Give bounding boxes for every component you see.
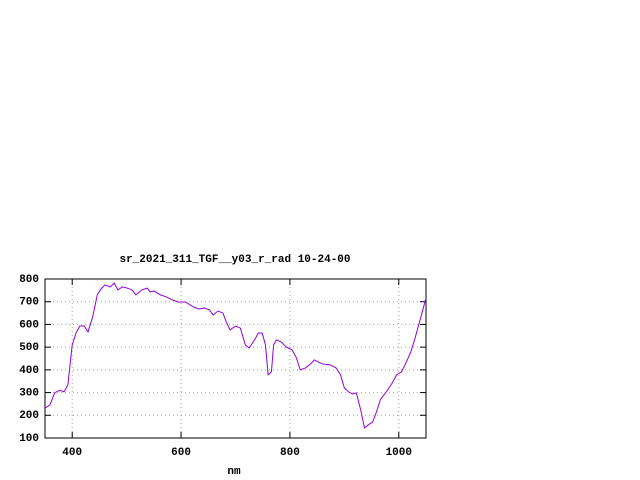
plot-border [44,278,427,439]
data-line [44,282,427,429]
y-tick-label: 500 [19,342,39,354]
y-tick-label: 600 [19,319,39,331]
y-tick-label: 200 [19,410,39,422]
y-tick-label: 100 [19,433,39,445]
x-tick-label: 400 [62,447,82,459]
y-tick-label: 300 [19,387,39,399]
chart-title: sr_2021_311_TGF__y03_r_rad 10-24-00 [119,254,350,266]
x-tick-label: 800 [280,447,300,459]
x-tick-label: 1000 [386,447,412,459]
x-axis-label: nm [227,466,241,478]
y-tick-label: 800 [19,274,39,286]
y-tick-label: 700 [19,297,39,309]
x-tick-label: 600 [171,447,191,459]
y-tick-label: 400 [19,365,39,377]
